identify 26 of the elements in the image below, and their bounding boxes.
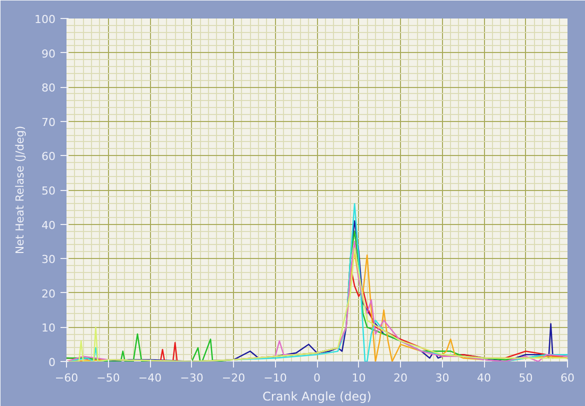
x-tick-label: 10: [352, 372, 366, 384]
x-tick-label: 40: [477, 372, 491, 384]
x-tick-label: 0: [314, 372, 320, 384]
y-tick-label: 100: [34, 13, 56, 26]
y-tick-label: 70: [42, 116, 56, 129]
x-tick-label: 50: [518, 372, 533, 384]
x-tick-label: −60: [54, 372, 78, 384]
x-tick-label: −20: [222, 372, 246, 384]
x-tick-label: −50: [96, 372, 120, 384]
x-axis-title: Crank Angle (deg): [262, 390, 372, 404]
y-tick-label: 10: [42, 322, 56, 335]
y-tick-label: 80: [42, 82, 56, 95]
y-tick-label: 50: [42, 184, 56, 198]
y-tick-label: 40: [42, 218, 56, 232]
x-tick-label: 30: [435, 372, 450, 384]
y-axis-title: Net Heat Relase (J/deg): [14, 126, 27, 254]
y-tick-label: 0: [48, 356, 56, 369]
y-tick-label: 90: [42, 47, 56, 60]
y-tick-label: 20: [42, 287, 56, 300]
y-tick-label: 30: [42, 253, 56, 266]
x-tick-label: −30: [180, 372, 204, 384]
x-tick-label: 20: [394, 372, 408, 384]
x-tick-label: −10: [264, 372, 287, 384]
y-tick-label: 60: [42, 150, 56, 164]
x-tick-label: 60: [560, 372, 574, 384]
x-tick-label: −40: [138, 372, 162, 384]
